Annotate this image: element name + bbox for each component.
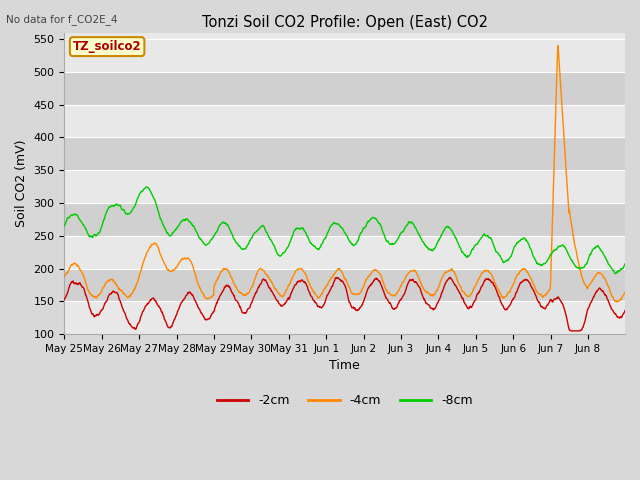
X-axis label: Time: Time <box>330 360 360 372</box>
Bar <box>65 39 625 72</box>
Y-axis label: Soil CO2 (mV): Soil CO2 (mV) <box>15 140 28 227</box>
Legend: -2cm, -4cm, -8cm: -2cm, -4cm, -8cm <box>212 389 477 412</box>
Text: No data for f_CO2E_4: No data for f_CO2E_4 <box>6 14 118 25</box>
Bar <box>65 137 625 170</box>
Bar <box>65 203 625 236</box>
Bar <box>65 72 625 105</box>
Text: TZ_soilco2: TZ_soilco2 <box>73 40 141 53</box>
Bar <box>65 170 625 203</box>
Bar <box>65 269 625 301</box>
Bar <box>65 236 625 269</box>
Bar <box>65 301 625 334</box>
Title: Tonzi Soil CO2 Profile: Open (East) CO2: Tonzi Soil CO2 Profile: Open (East) CO2 <box>202 15 488 30</box>
Bar <box>65 105 625 137</box>
